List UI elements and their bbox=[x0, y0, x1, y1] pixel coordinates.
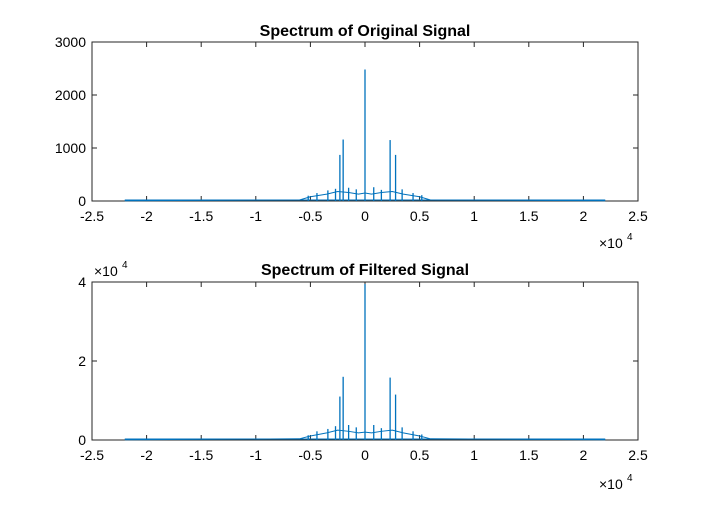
x-tick-label: 0 bbox=[361, 447, 369, 463]
y-axis-exponent: ×10 4 bbox=[94, 260, 128, 279]
x-tick-label: -1 bbox=[250, 447, 263, 463]
subplot-original: Spectrum of Original Signal -2.5 -2 -1.5 -1… bbox=[55, 23, 648, 251]
y-tick-label: 2 bbox=[78, 353, 86, 369]
x-tick-label: 0.5 bbox=[410, 208, 430, 224]
x-tick-label: 1.5 bbox=[519, 447, 539, 463]
x-exponent-base: ×10 bbox=[599, 476, 623, 492]
x-tick-label: -0.5 bbox=[298, 447, 322, 463]
x-tick-label: 1.5 bbox=[519, 208, 539, 224]
y-tick-label: 4 bbox=[78, 274, 86, 290]
x-axis-ticks: -2.5 -2 -1.5 -1 -0.5 0 0.5 1 1.5 2 2.5 bbox=[80, 42, 648, 224]
x-tick-label: 0.5 bbox=[410, 447, 430, 463]
x-tick-label: 2 bbox=[580, 208, 588, 224]
x-tick-label: 1 bbox=[470, 208, 478, 224]
x-tick-label: -1 bbox=[250, 208, 263, 224]
spectrum-series bbox=[124, 69, 606, 202]
y-axis-ticks: 0 1000 2000 3000 bbox=[55, 34, 638, 209]
x-tick-label: -2 bbox=[140, 447, 153, 463]
x-tick-label: 2.5 bbox=[628, 208, 648, 224]
chart-title: Spectrum of Original Signal bbox=[260, 23, 471, 40]
spectrum-series bbox=[124, 283, 606, 441]
x-tick-label: -1.5 bbox=[189, 447, 213, 463]
x-exponent-value: 4 bbox=[627, 473, 633, 484]
y-tick-label: 0 bbox=[78, 193, 86, 209]
x-axis-ticks: -2.5 -2 -1.5 -1 -0.5 0 0.5 1 1.5 2 2.5 bbox=[80, 282, 648, 463]
x-exponent-base: ×10 bbox=[599, 235, 623, 251]
y-exponent-value: 4 bbox=[122, 260, 128, 271]
y-tick-label: 0 bbox=[78, 432, 86, 448]
y-axis-ticks: 0 2 4 bbox=[78, 274, 638, 448]
x-tick-label: -0.5 bbox=[298, 208, 322, 224]
y-tick-label: 3000 bbox=[55, 34, 86, 50]
x-tick-label: -2.5 bbox=[80, 208, 104, 224]
x-tick-label: 2 bbox=[580, 447, 588, 463]
x-axis-exponent: ×10 4 bbox=[599, 232, 633, 251]
x-tick-label: 1 bbox=[470, 447, 478, 463]
y-tick-label: 2000 bbox=[55, 87, 86, 103]
x-tick-label: 0 bbox=[361, 208, 369, 224]
x-tick-label: 2.5 bbox=[628, 447, 648, 463]
y-tick-label: 1000 bbox=[55, 140, 86, 156]
y-exponent-base: ×10 bbox=[94, 263, 118, 279]
x-axis-exponent: ×10 4 bbox=[599, 473, 633, 492]
x-tick-label: -2.5 bbox=[80, 447, 104, 463]
x-tick-label: -2 bbox=[140, 208, 153, 224]
subplot-filtered: Spectrum of Filtered Signal -2.5 -2 -1.5 -1… bbox=[78, 260, 648, 492]
x-exponent-value: 4 bbox=[627, 232, 633, 243]
chart-title: Spectrum of Filtered Signal bbox=[261, 262, 469, 279]
x-tick-label: -1.5 bbox=[189, 208, 213, 224]
